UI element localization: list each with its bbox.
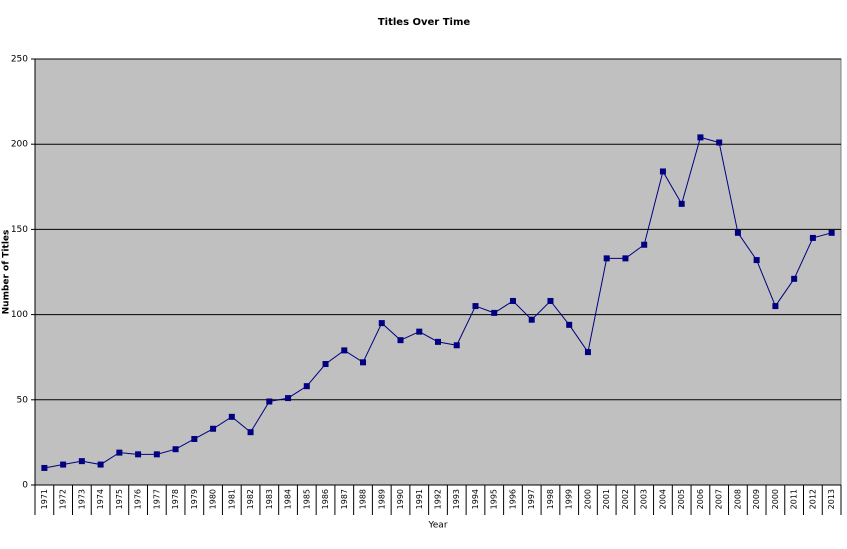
x-tick-label: 1985: [302, 489, 311, 509]
x-tick-label: 1975: [115, 489, 124, 509]
x-tick-label: 1982: [246, 489, 255, 509]
marker: [472, 303, 479, 310]
x-tick-label: 1981: [227, 489, 236, 509]
x-tick-label: 1984: [284, 489, 293, 509]
x-tick-label: 1997: [527, 489, 536, 509]
marker: [491, 309, 498, 316]
marker: [509, 297, 516, 304]
x-tick-label: 1998: [546, 489, 555, 509]
marker: [135, 451, 142, 458]
marker: [116, 449, 123, 456]
x-tick-label: 1971: [40, 489, 49, 509]
marker: [734, 229, 741, 236]
x-tick-label: 1976: [134, 489, 143, 509]
x-tick-label: 1972: [59, 489, 68, 509]
x-tick-label: 1991: [415, 489, 424, 509]
x-tick-label: 1993: [452, 489, 461, 509]
y-tick-label: 200: [11, 140, 28, 150]
marker: [60, 461, 67, 468]
marker: [41, 464, 48, 471]
marker: [547, 297, 554, 304]
marker: [322, 361, 329, 368]
marker: [641, 241, 648, 248]
marker: [809, 234, 816, 241]
x-tick-label: 2011: [790, 489, 799, 509]
x-tick-label: 2000: [771, 489, 780, 509]
marker: [622, 255, 629, 262]
x-tick-label: 1978: [171, 489, 180, 509]
x-tick-label: 1992: [434, 489, 443, 509]
x-tick-label: 1973: [77, 489, 86, 509]
x-tick-label: 2005: [677, 489, 686, 509]
marker: [360, 359, 367, 366]
x-tick-label: 1980: [209, 489, 218, 509]
marker: [416, 328, 423, 335]
x-tick-label: 2000: [583, 489, 592, 509]
x-tick-label: 2002: [621, 489, 630, 509]
marker: [247, 429, 254, 436]
marker: [303, 383, 310, 390]
marker: [528, 316, 535, 323]
y-tick-label: 50: [17, 395, 29, 405]
x-tick-label: 1974: [96, 489, 105, 509]
marker: [678, 200, 685, 207]
plot-area: [34, 58, 842, 486]
y-tick-label: 100: [11, 310, 28, 320]
x-tick-label: 2007: [715, 489, 724, 509]
x-tick-label: 1977: [152, 489, 161, 509]
marker: [697, 134, 704, 141]
marker: [191, 435, 198, 442]
marker: [97, 461, 104, 468]
marker: [566, 321, 573, 328]
y-axis-title: Number of Titles: [2, 230, 12, 315]
x-tick-label: 1979: [190, 489, 199, 509]
marker: [172, 446, 179, 453]
y-tick-label: 250: [11, 55, 28, 65]
marker: [753, 257, 760, 264]
marker: [341, 347, 348, 354]
marker: [435, 338, 441, 345]
marker: [78, 458, 85, 465]
marker: [603, 255, 610, 262]
x-tick-label: 1983: [265, 489, 274, 509]
marker: [378, 320, 385, 327]
marker: [791, 275, 798, 282]
marker: [285, 395, 292, 402]
x-tick-label: 2008: [733, 489, 742, 509]
x-tick-label: 2006: [696, 489, 705, 509]
marker: [828, 229, 835, 236]
marker: [659, 168, 666, 175]
marker: [716, 139, 723, 146]
marker: [266, 398, 273, 405]
y-tick-label: 0: [22, 481, 28, 491]
x-tick-label: 1999: [565, 489, 574, 509]
x-tick-label: 1994: [471, 489, 480, 509]
x-tick-label: 2013: [827, 489, 836, 509]
marker: [453, 342, 460, 349]
x-tick-label: 2001: [602, 489, 611, 509]
x-tick-label: 1996: [508, 489, 517, 509]
x-tick-label: 2004: [658, 489, 667, 509]
marker: [397, 337, 404, 344]
marker: [228, 413, 235, 420]
x-tick-label: 1986: [321, 489, 330, 509]
x-tick-label: 1990: [396, 489, 405, 509]
x-tick-label: 2009: [752, 489, 761, 509]
x-tick-label: 1988: [359, 489, 368, 509]
x-tick-label: 1989: [377, 489, 386, 509]
y-tick-label: 150: [11, 225, 28, 235]
x-tick-label: 2012: [808, 489, 817, 509]
marker: [584, 349, 591, 356]
x-tick-label: 1987: [340, 489, 349, 509]
x-axis-title: Year: [427, 521, 447, 531]
marker: [772, 303, 779, 310]
marker: [153, 451, 160, 458]
x-tick-label: 2003: [640, 489, 649, 509]
marker: [210, 425, 217, 432]
x-tick-label: 1995: [490, 489, 499, 509]
chart-title: Titles Over Time: [378, 17, 471, 28]
